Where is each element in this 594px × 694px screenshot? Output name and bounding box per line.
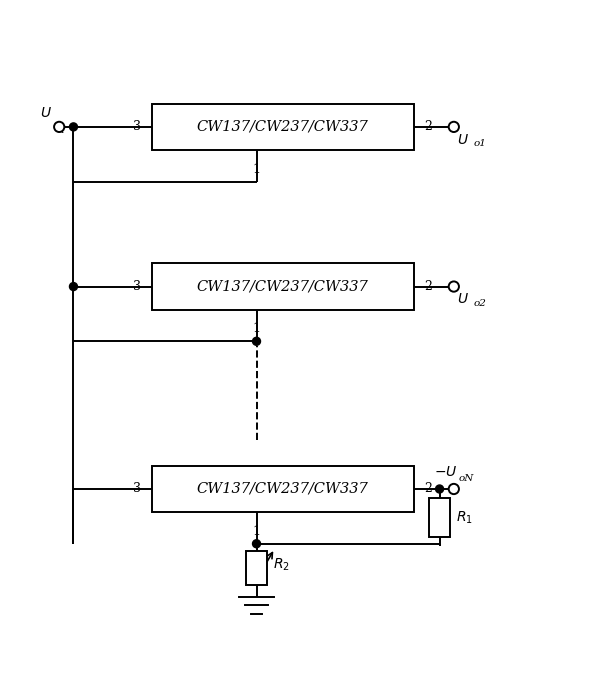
Text: $U$: $U$: [457, 292, 469, 306]
Text: o1: o1: [474, 139, 486, 149]
Text: 1: 1: [252, 323, 261, 335]
Text: $U$: $U$: [457, 133, 469, 146]
Bar: [151, 466, 414, 512]
Text: i: i: [61, 125, 64, 135]
Text: $-U$: $-U$: [434, 465, 457, 479]
Circle shape: [448, 282, 459, 291]
Text: 2: 2: [424, 120, 432, 133]
Text: CW137/CW237/CW337: CW137/CW237/CW337: [197, 120, 369, 134]
Bar: [151, 103, 414, 151]
Text: 3: 3: [133, 482, 141, 496]
Bar: [246, 550, 267, 586]
Text: 3: 3: [133, 120, 141, 133]
Text: $R_1$: $R_1$: [456, 509, 473, 525]
Circle shape: [69, 123, 77, 131]
Circle shape: [252, 540, 261, 548]
Bar: [151, 263, 414, 310]
Bar: [429, 498, 450, 537]
Text: CW137/CW237/CW337: CW137/CW237/CW337: [197, 280, 369, 294]
Text: oN: oN: [459, 474, 474, 483]
Text: 2: 2: [424, 280, 432, 293]
Circle shape: [69, 282, 77, 291]
Text: CW137/CW237/CW337: CW137/CW237/CW337: [197, 482, 369, 496]
Text: 2: 2: [424, 482, 432, 496]
Text: o2: o2: [474, 299, 486, 308]
Circle shape: [54, 121, 64, 132]
Circle shape: [252, 337, 261, 346]
Circle shape: [435, 485, 444, 493]
Circle shape: [448, 484, 459, 494]
Text: 1: 1: [252, 163, 261, 176]
Text: $U$: $U$: [40, 106, 52, 120]
Text: $R_2$: $R_2$: [273, 557, 290, 573]
Circle shape: [448, 121, 459, 132]
Text: 1: 1: [252, 525, 261, 538]
Text: 3: 3: [133, 280, 141, 293]
